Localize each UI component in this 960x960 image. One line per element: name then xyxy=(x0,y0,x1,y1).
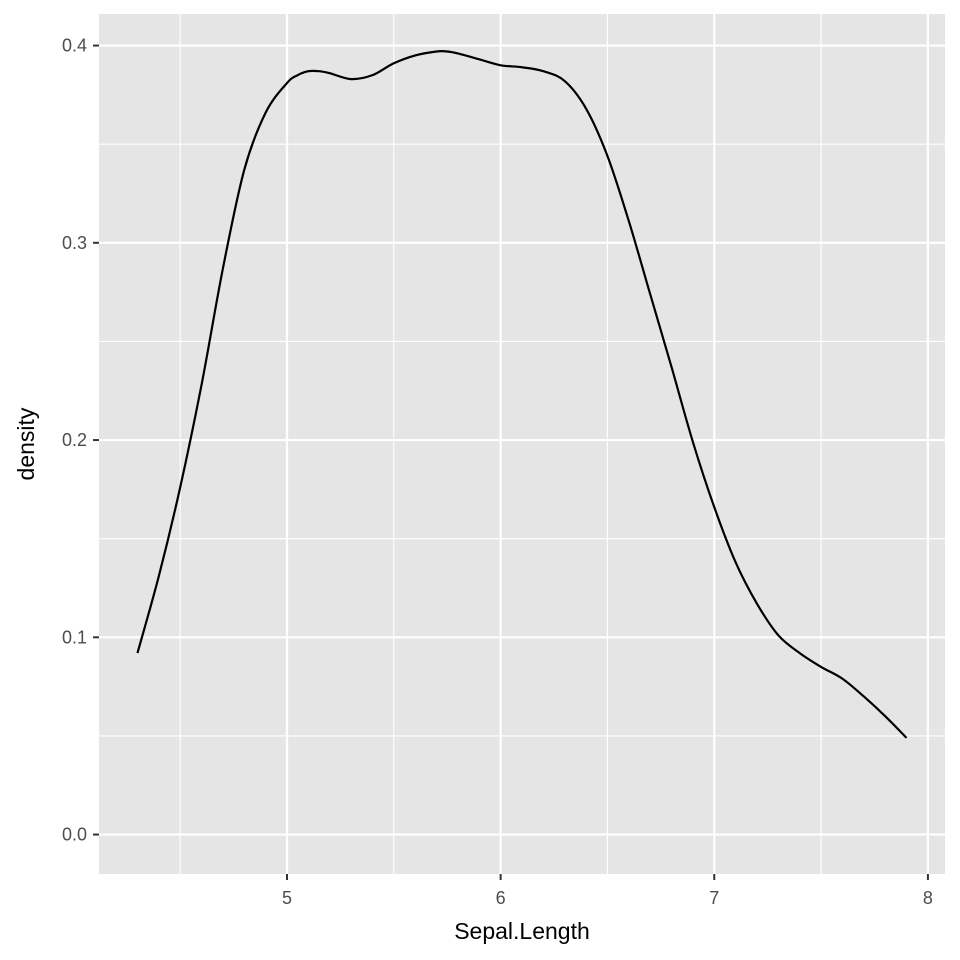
x-axis: 5 6 7 8 xyxy=(282,874,933,908)
plot-panel xyxy=(99,14,945,874)
y-axis: 0.0 0.1 0.2 0.3 0.4 xyxy=(62,36,99,845)
density-line xyxy=(136,50,908,739)
y-tick-label: 0.1 xyxy=(62,627,87,647)
y-tick-label: 0.2 xyxy=(62,430,87,450)
x-axis-title: Sepal.Length xyxy=(454,918,590,944)
major-gridlines xyxy=(99,14,945,874)
y-axis-title: density xyxy=(13,407,39,480)
x-tick-label: 7 xyxy=(709,888,719,908)
x-tick-label: 5 xyxy=(282,888,292,908)
y-tick-label: 0.4 xyxy=(62,36,87,56)
y-tick-label: 0.0 xyxy=(62,825,87,845)
y-tick-label: 0.3 xyxy=(62,233,87,253)
x-tick-label: 6 xyxy=(496,888,506,908)
x-tick-label: 8 xyxy=(923,888,933,908)
